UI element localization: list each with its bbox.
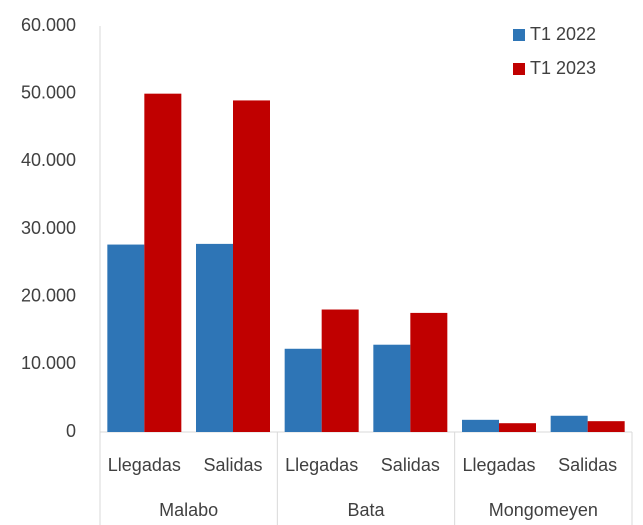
x-tick-label: Salidas [381, 455, 440, 475]
bar [550, 415, 588, 432]
bar [284, 348, 322, 432]
bar [462, 419, 499, 432]
y-tick-label: 30.000 [21, 218, 76, 238]
legend-label: T1 2022 [530, 24, 596, 44]
legend-swatch [513, 29, 525, 41]
x-tick-label: Salidas [558, 455, 617, 475]
y-tick-label: 0 [66, 421, 76, 441]
bar [321, 309, 359, 432]
bar [410, 312, 448, 432]
bar [499, 423, 536, 432]
bar [144, 93, 182, 433]
group-label: Malabo [159, 500, 218, 520]
y-tick-label: 10.000 [21, 353, 76, 373]
x-tick-label: Llegadas [462, 455, 535, 475]
bar [233, 100, 270, 432]
y-tick-label: 60.000 [21, 15, 76, 35]
group-label: Mongomeyen [489, 500, 598, 520]
x-tick-label: Llegadas [108, 455, 181, 475]
x-tick-label: Llegadas [285, 455, 358, 475]
bar [587, 421, 625, 432]
x-tick-label: Salidas [203, 455, 262, 475]
legend-swatch [513, 63, 525, 75]
legend-label: T1 2023 [530, 58, 596, 78]
group-label: Bata [347, 500, 385, 520]
bar [373, 344, 411, 432]
bar [107, 244, 145, 432]
y-tick-label: 50.000 [21, 82, 76, 102]
y-tick-label: 40.000 [21, 150, 76, 170]
y-tick-label: 20.000 [21, 285, 76, 305]
bar [196, 243, 233, 432]
